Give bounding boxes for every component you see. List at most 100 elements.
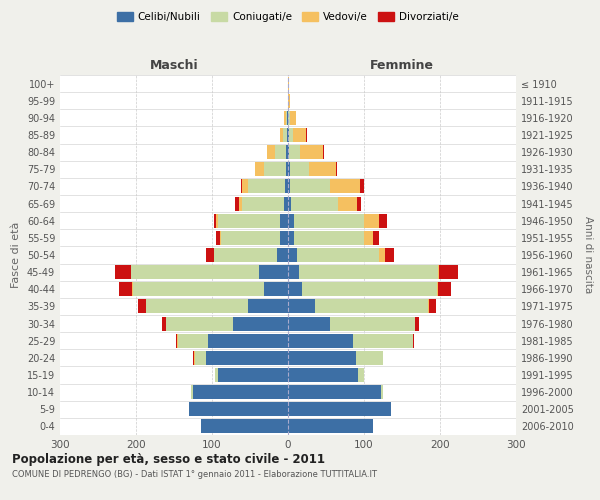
Bar bbox=[216, 214, 218, 228]
Bar bbox=[437, 282, 438, 296]
Bar bbox=[360, 180, 364, 194]
Bar bbox=[218, 214, 280, 228]
Bar bbox=[290, 180, 330, 194]
Bar bbox=[290, 162, 309, 176]
Bar bbox=[280, 128, 283, 142]
Bar bbox=[206, 351, 288, 365]
Bar bbox=[265, 162, 286, 176]
Bar bbox=[291, 196, 338, 210]
Bar bbox=[216, 231, 220, 245]
Bar bbox=[288, 76, 289, 90]
Bar bbox=[289, 145, 300, 159]
Bar bbox=[138, 300, 146, 314]
Bar bbox=[413, 334, 414, 347]
Bar bbox=[288, 128, 289, 142]
Bar bbox=[239, 196, 242, 210]
Bar bbox=[438, 265, 439, 279]
Bar bbox=[297, 248, 379, 262]
Text: Popolazione per età, sesso e stato civile - 2011: Popolazione per età, sesso e stato civil… bbox=[12, 452, 325, 466]
Bar bbox=[248, 180, 285, 194]
Bar bbox=[288, 351, 356, 365]
Bar bbox=[119, 282, 132, 296]
Bar bbox=[193, 351, 194, 365]
Bar bbox=[286, 145, 288, 159]
Bar bbox=[284, 111, 286, 125]
Bar bbox=[133, 282, 263, 296]
Bar bbox=[176, 334, 177, 347]
Bar bbox=[235, 196, 239, 210]
Bar bbox=[248, 300, 288, 314]
Bar bbox=[233, 316, 288, 330]
Bar bbox=[288, 368, 358, 382]
Bar bbox=[353, 334, 413, 347]
Bar bbox=[177, 334, 178, 347]
Bar bbox=[415, 316, 419, 330]
Bar bbox=[288, 111, 290, 125]
Bar bbox=[288, 385, 381, 399]
Bar bbox=[206, 248, 214, 262]
Bar bbox=[284, 196, 288, 210]
Bar bbox=[302, 282, 437, 296]
Bar bbox=[289, 128, 293, 142]
Bar bbox=[288, 316, 330, 330]
Bar bbox=[364, 214, 379, 228]
Bar bbox=[200, 420, 288, 434]
Bar bbox=[280, 231, 288, 245]
Bar bbox=[268, 145, 275, 159]
Bar bbox=[166, 316, 233, 330]
Bar bbox=[288, 94, 290, 108]
Bar bbox=[115, 265, 131, 279]
Text: Femmine: Femmine bbox=[370, 58, 434, 71]
Bar bbox=[288, 402, 391, 416]
Bar bbox=[288, 145, 289, 159]
Bar bbox=[288, 196, 291, 210]
Bar bbox=[379, 214, 387, 228]
Bar bbox=[191, 385, 193, 399]
Bar bbox=[385, 248, 394, 262]
Bar bbox=[288, 162, 290, 176]
Bar bbox=[300, 145, 323, 159]
Bar bbox=[330, 180, 360, 194]
Bar bbox=[214, 248, 277, 262]
Bar bbox=[215, 368, 218, 382]
Bar bbox=[131, 265, 259, 279]
Bar bbox=[162, 316, 166, 330]
Bar bbox=[294, 214, 364, 228]
Bar bbox=[373, 231, 379, 245]
Bar bbox=[288, 334, 353, 347]
Bar bbox=[286, 111, 287, 125]
Y-axis label: Fasce di età: Fasce di età bbox=[11, 222, 21, 288]
Bar bbox=[288, 420, 373, 434]
Bar bbox=[358, 368, 364, 382]
Bar bbox=[194, 351, 206, 365]
Bar bbox=[438, 282, 451, 296]
Legend: Celibi/Nubili, Coniugati/e, Vedovi/e, Divorziati/e: Celibi/Nubili, Coniugati/e, Vedovi/e, Di… bbox=[113, 8, 463, 26]
Bar bbox=[285, 180, 288, 194]
Bar bbox=[241, 180, 242, 194]
Bar bbox=[283, 128, 287, 142]
Bar bbox=[293, 128, 306, 142]
Bar bbox=[220, 231, 221, 245]
Bar bbox=[379, 248, 385, 262]
Text: Maschi: Maschi bbox=[149, 58, 199, 71]
Bar bbox=[242, 196, 284, 210]
Bar bbox=[193, 385, 288, 399]
Bar bbox=[218, 368, 288, 382]
Bar bbox=[275, 145, 286, 159]
Bar bbox=[306, 128, 307, 142]
Bar bbox=[299, 265, 438, 279]
Bar bbox=[428, 300, 436, 314]
Bar bbox=[381, 385, 383, 399]
Bar bbox=[338, 196, 357, 210]
Bar bbox=[288, 231, 294, 245]
Bar bbox=[287, 128, 288, 142]
Bar bbox=[146, 300, 248, 314]
Bar bbox=[189, 402, 288, 416]
Y-axis label: Anni di nascita: Anni di nascita bbox=[583, 216, 593, 294]
Bar bbox=[290, 111, 296, 125]
Bar bbox=[256, 162, 265, 176]
Bar bbox=[309, 162, 336, 176]
Bar bbox=[178, 334, 208, 347]
Bar bbox=[259, 265, 288, 279]
Bar bbox=[356, 351, 383, 365]
